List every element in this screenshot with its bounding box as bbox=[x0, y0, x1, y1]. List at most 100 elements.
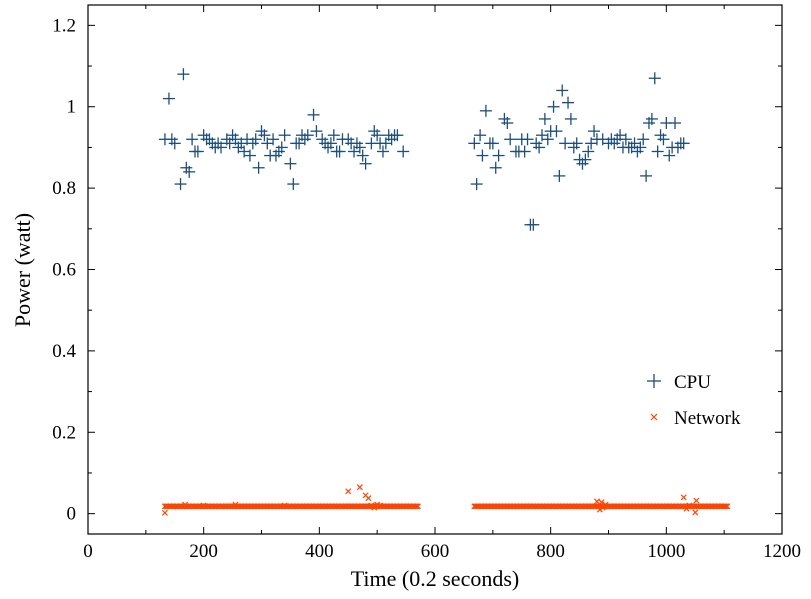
cpu-point bbox=[634, 141, 647, 154]
plot-frame bbox=[87, 4, 783, 535]
y-tick-label: 0.4 bbox=[52, 341, 76, 362]
cpu-point bbox=[648, 72, 661, 85]
y-axis-label: Power (watt) bbox=[10, 213, 35, 327]
cpu-point bbox=[579, 153, 592, 166]
network-point bbox=[182, 501, 189, 508]
cpu-point bbox=[564, 112, 577, 125]
network-point bbox=[345, 488, 352, 495]
cpu-point bbox=[177, 68, 190, 81]
network-point bbox=[596, 506, 603, 513]
cpu-point bbox=[518, 145, 531, 158]
network-point bbox=[161, 509, 168, 516]
network-point bbox=[200, 502, 207, 509]
cpu-point bbox=[559, 137, 572, 150]
y-tick-label: 0.6 bbox=[52, 260, 76, 281]
cpu-point bbox=[533, 141, 546, 154]
network-series bbox=[161, 484, 731, 516]
cpu-point bbox=[284, 157, 297, 170]
cpu-point bbox=[278, 129, 291, 142]
cpu-point bbox=[324, 137, 337, 150]
cpu-point bbox=[397, 145, 410, 158]
cpu-point bbox=[258, 129, 271, 142]
cpu-point bbox=[301, 129, 314, 142]
cpu-point bbox=[562, 96, 575, 109]
cpu-point bbox=[252, 161, 265, 174]
cpu-point bbox=[582, 145, 595, 158]
cpu-point bbox=[588, 125, 601, 138]
network-point bbox=[693, 497, 700, 504]
cpu-point bbox=[645, 112, 658, 125]
cpu-point bbox=[651, 145, 664, 158]
cpu-point bbox=[186, 133, 199, 146]
cpu-point bbox=[174, 178, 187, 191]
cpu-point bbox=[249, 133, 262, 146]
network-point bbox=[414, 503, 421, 510]
cpu-point bbox=[327, 129, 340, 142]
x-tick-label: 1000 bbox=[647, 541, 685, 562]
cpu-point bbox=[663, 149, 676, 162]
x-axis-label: Time (0.2 seconds) bbox=[351, 566, 519, 591]
legend-cpu-label: CPU bbox=[674, 372, 711, 393]
cpu-point bbox=[677, 137, 690, 150]
y-tick-label: 1 bbox=[67, 97, 77, 118]
cpu-point bbox=[371, 129, 384, 142]
cpu-point bbox=[492, 149, 505, 162]
cpu-point bbox=[333, 145, 346, 158]
cpu-point bbox=[553, 169, 566, 182]
network-point bbox=[593, 498, 600, 505]
cpu-point bbox=[287, 178, 300, 191]
legend-cpu-plus bbox=[647, 374, 661, 388]
network-point bbox=[686, 502, 693, 509]
x-tick-label: 400 bbox=[305, 541, 334, 562]
y-tick-label: 0.2 bbox=[52, 422, 76, 443]
network-point bbox=[356, 484, 363, 491]
cpu-point bbox=[504, 133, 517, 146]
cpu-series bbox=[158, 68, 690, 231]
cpu-point bbox=[310, 125, 323, 138]
cpu-point bbox=[501, 117, 514, 130]
cpu-point bbox=[637, 133, 650, 146]
cpu-point bbox=[267, 133, 280, 146]
network-point bbox=[232, 501, 239, 508]
cpu-point bbox=[657, 133, 670, 146]
x-tick-label: 600 bbox=[421, 541, 450, 562]
cpu-point bbox=[550, 125, 563, 138]
cpu-point bbox=[476, 149, 489, 162]
cpu-point bbox=[275, 141, 288, 154]
network-point bbox=[413, 503, 420, 510]
cpu-point bbox=[474, 129, 487, 142]
cpu-point bbox=[183, 165, 196, 178]
x-tick-label: 200 bbox=[189, 541, 218, 562]
cpu-point bbox=[356, 149, 369, 162]
network-point bbox=[377, 502, 384, 509]
cpu-point bbox=[489, 161, 502, 174]
network-point bbox=[692, 509, 699, 516]
cpu-point bbox=[215, 141, 228, 154]
y-tick-label: 1.2 bbox=[52, 15, 76, 36]
legend-cpu-marker bbox=[647, 374, 661, 388]
cpu-point bbox=[521, 133, 534, 146]
cpu-point bbox=[547, 100, 560, 113]
network-point bbox=[680, 494, 687, 501]
network-point bbox=[724, 503, 731, 510]
x-tick-label: 800 bbox=[536, 541, 565, 562]
network-point bbox=[281, 502, 288, 509]
cpu-point bbox=[570, 137, 583, 150]
network-point bbox=[365, 495, 372, 502]
cpu-point bbox=[527, 218, 540, 231]
cpu-point bbox=[479, 104, 492, 117]
network-point bbox=[722, 503, 729, 510]
axis-tick-labels: 0 200 400 600 800 1000 1200 0 0.2 0.4 0.6 0.8 1 1.2 bbox=[52, 15, 801, 562]
network-point bbox=[602, 501, 609, 508]
cpu-point bbox=[376, 145, 389, 158]
axis-ticks bbox=[87, 5, 783, 534]
network-point bbox=[368, 502, 375, 509]
x-tick-label: 0 bbox=[83, 541, 93, 562]
cpu-point bbox=[541, 133, 554, 146]
legend-network-x bbox=[650, 413, 658, 421]
y-tick-label: 0 bbox=[67, 504, 77, 525]
cpu-point bbox=[669, 117, 682, 130]
cpu-point bbox=[556, 84, 569, 97]
cpu-point bbox=[468, 137, 481, 150]
